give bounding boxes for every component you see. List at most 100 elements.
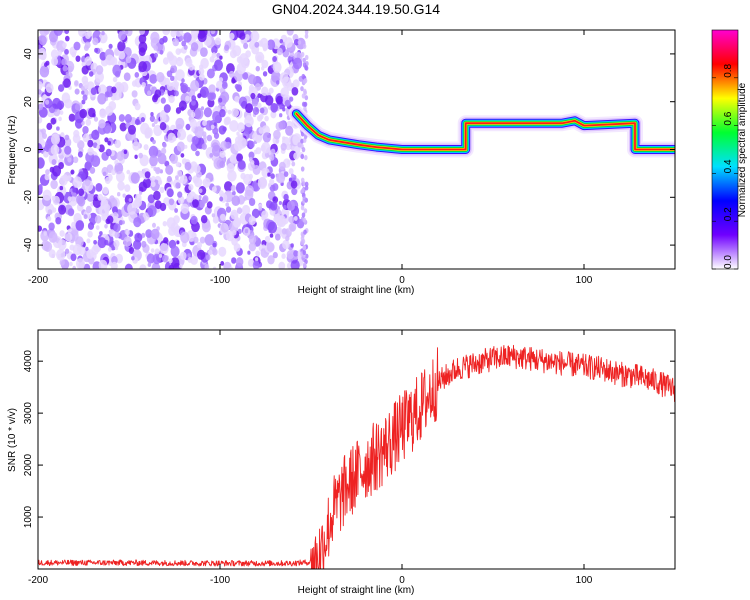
heatmap-cell — [52, 165, 62, 177]
snr-panel: -200 -100 0 100 1000 2000 3000 4000 Height of … — [7, 329, 676, 596]
heatmap-cell — [211, 45, 218, 54]
heatmap-cell — [104, 176, 111, 185]
heatmap-cell — [78, 188, 85, 196]
heatmap-cell — [198, 67, 205, 75]
heatmap-cell — [211, 52, 217, 59]
heatmap-cell — [75, 55, 81, 62]
heatmap-cell — [48, 222, 55, 231]
heatmap-cell — [124, 263, 133, 269]
snr-y-ticks: 1000 2000 3000 4000 — [23, 350, 675, 528]
y-tick-label: -40 — [23, 237, 34, 252]
heatmap-cell — [284, 99, 291, 107]
heatmap-cell — [104, 239, 109, 246]
heatmap-cell — [269, 178, 275, 185]
heatmap-cell — [147, 194, 155, 204]
heatmap-cell — [72, 187, 77, 193]
heatmap-cell — [113, 211, 118, 217]
heatmap-cell — [186, 194, 194, 203]
heatmap-cell — [187, 253, 191, 258]
heatmap-cell — [102, 171, 107, 177]
heatmap-cell — [270, 148, 276, 155]
heatmap-cell — [199, 30, 208, 38]
heatmap-cell — [248, 215, 256, 226]
heatmap-cell — [302, 57, 307, 63]
heatmap-cell — [162, 57, 169, 65]
heatmap-cell — [90, 87, 97, 95]
heatmap-cell — [98, 119, 106, 129]
heatmap-cell — [267, 172, 271, 177]
heatmap-cell — [104, 91, 110, 98]
heatmap-cell — [248, 40, 256, 50]
heatmap-cell — [59, 110, 64, 115]
heatmap-cell — [185, 95, 190, 102]
heatmap-cell — [251, 208, 260, 219]
heatmap-cell — [87, 230, 93, 238]
heatmap-cell — [86, 238, 91, 244]
heatmap-cell — [74, 88, 80, 95]
heatmap-cell — [190, 99, 196, 106]
heatmap-cell — [266, 242, 275, 252]
heatmap-cell — [236, 62, 246, 75]
heatmap-cell — [203, 107, 212, 118]
y-tick-label: 0 — [23, 146, 34, 152]
heatmap-cell — [197, 249, 206, 260]
heatmap-cell — [51, 56, 59, 66]
heatmap-cell — [211, 186, 217, 193]
heatmap-cell — [241, 204, 251, 216]
heatmap-cell — [247, 258, 255, 267]
heatmap-cell — [225, 202, 229, 207]
heatmap-cell — [302, 249, 307, 255]
heatmap-cell — [304, 155, 308, 161]
heatmap-cell — [87, 139, 94, 148]
heatmap-cell — [71, 221, 77, 229]
heatmap-cell — [47, 216, 52, 222]
heatmap-cell — [193, 236, 199, 244]
heatmap-cell — [194, 177, 203, 188]
heatmap-cell — [38, 116, 43, 124]
heatmap-cell — [235, 136, 242, 145]
heatmap-cell — [64, 98, 73, 109]
x-tick-label: 100 — [576, 275, 593, 286]
heatmap-cell — [302, 195, 307, 202]
heatmap-cell — [39, 51, 47, 61]
y-tick-label: 3000 — [23, 402, 34, 425]
heatmap-cell — [98, 84, 107, 96]
heatmap-cell — [170, 245, 180, 258]
heatmap-cell — [284, 37, 293, 48]
heatmap-cell — [174, 90, 179, 97]
heatmap-cell — [174, 208, 179, 213]
heatmap-cell — [78, 30, 87, 38]
heatmap-cell — [245, 103, 254, 114]
heatmap-cell — [204, 234, 214, 246]
heatmap-cell — [304, 54, 309, 61]
heatmap-cell — [261, 59, 269, 69]
heatmap-cell — [210, 30, 216, 35]
heatmap-cell — [163, 237, 169, 244]
spectrogram-y-ticks: -40 -20 0 20 40 — [23, 48, 675, 252]
heatmap-cell — [69, 244, 75, 251]
heatmap-cell — [50, 179, 58, 190]
heatmap-cell — [301, 101, 306, 107]
heatmap-cell — [135, 208, 140, 214]
heatmap-cell — [190, 215, 198, 225]
heatmap-cell — [236, 122, 245, 133]
heatmap-cell — [84, 179, 91, 187]
heatmap-cell — [190, 30, 200, 39]
x-tick-label: -200 — [28, 575, 48, 586]
heatmap-cell — [134, 102, 141, 111]
heatmap-cell — [73, 41, 81, 51]
x-tick-label: 0 — [399, 575, 405, 586]
heatmap-cell — [184, 161, 192, 171]
heatmap-cell — [131, 80, 138, 87]
heatmap-cell — [212, 111, 221, 123]
heatmap-cell — [152, 222, 156, 228]
heatmap-cell — [233, 218, 241, 228]
colorbar: 0.0 0.2 0.4 0.6 0.8 Normalized spectral ampl… — [711, 29, 748, 270]
heatmap-cell — [248, 173, 253, 180]
heatmap-cell — [175, 69, 185, 81]
heatmap-cell — [46, 122, 53, 130]
heatmap-cell — [99, 109, 107, 118]
heatmap-cell — [236, 84, 242, 92]
heatmap-cell — [214, 59, 223, 71]
heatmap-cell — [58, 204, 67, 215]
